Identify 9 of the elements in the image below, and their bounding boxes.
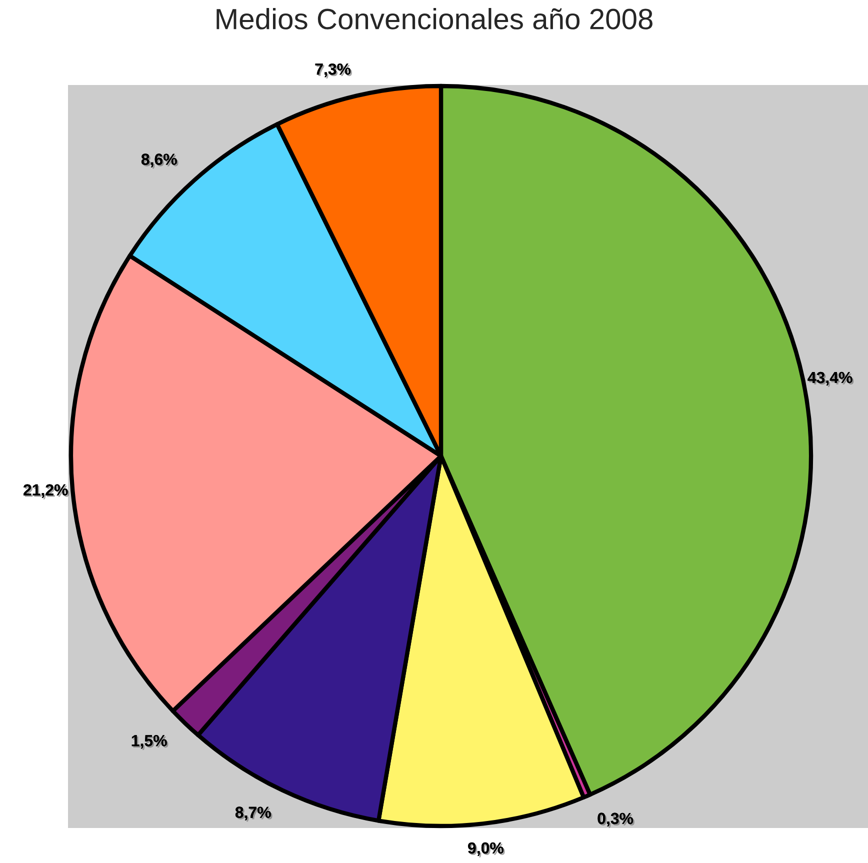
data-label: 8,6% — [141, 154, 178, 169]
data-label: 0,3% — [598, 812, 634, 828]
data-label: 8,7% — [235, 806, 272, 822]
data-label: 43,4% — [808, 372, 854, 387]
data-label: 9,0% — [468, 842, 505, 858]
data-label: 21,2% — [23, 484, 70, 500]
data-label: 1,5% — [132, 735, 168, 750]
chart-title: Medios Convencionales año 2008 — [216, 8, 652, 30]
data-label: 7,3% — [315, 63, 352, 78]
